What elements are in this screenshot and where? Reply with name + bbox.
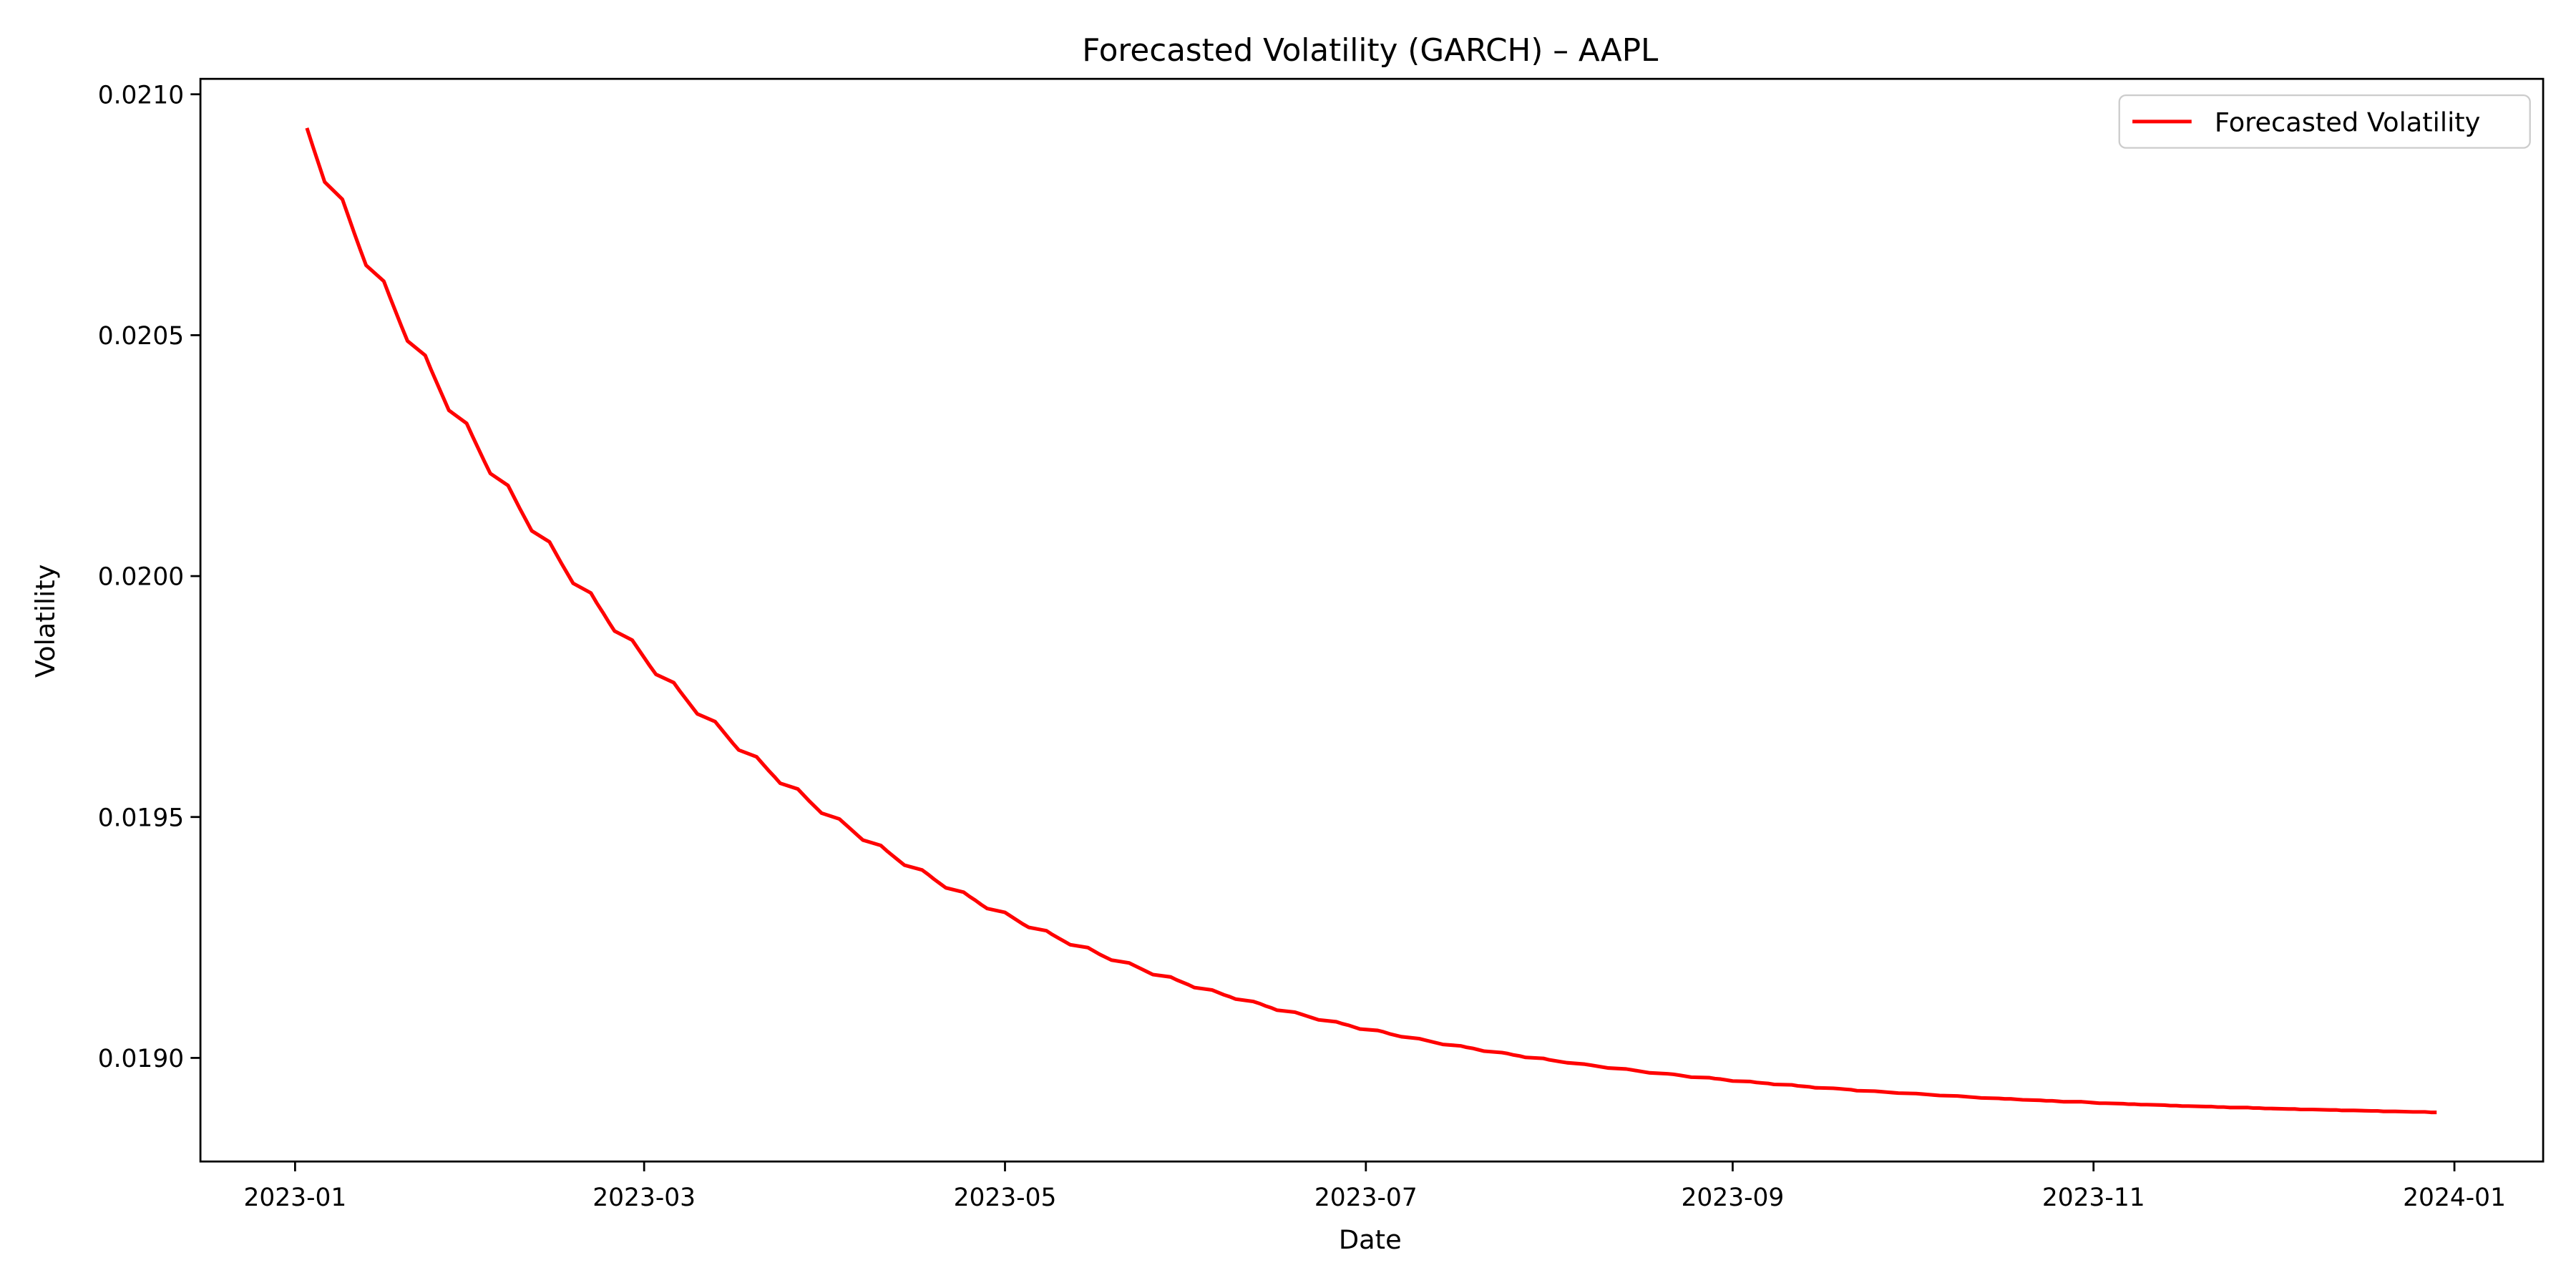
x-tick-label: 2023-05 (954, 1184, 1057, 1212)
x-tick-label: 2023-01 (243, 1184, 346, 1212)
x-axis-label: Date (1339, 1224, 1402, 1255)
data-line (305, 127, 2437, 1115)
legend-box (2118, 94, 2531, 149)
x-tick-label: 2023-07 (1314, 1184, 1418, 1212)
y-tick-label: 0.0200 (98, 563, 184, 592)
x-tick-label: 2023-03 (592, 1184, 696, 1212)
y-tick-label: 0.0195 (98, 804, 184, 832)
chart-title: Forecasted Volatility (GARCH) – AAPL (1082, 33, 1659, 69)
x-tick-label: 2023-11 (2042, 1184, 2145, 1212)
y-tick-label: 0.0205 (98, 322, 184, 351)
legend: Forecasted Volatility (2118, 94, 2531, 149)
y-tick-label: 0.0190 (98, 1045, 184, 1073)
y-axis-label: Volatility (30, 565, 61, 678)
axes-frame (199, 77, 2545, 1163)
x-tick-label: 2023-09 (1682, 1184, 1785, 1212)
legend-label: Forecasted Volatility (2215, 107, 2481, 138)
x-tick-label: 2024-01 (2403, 1184, 2506, 1212)
y-tick-label: 0.0210 (98, 81, 184, 109)
